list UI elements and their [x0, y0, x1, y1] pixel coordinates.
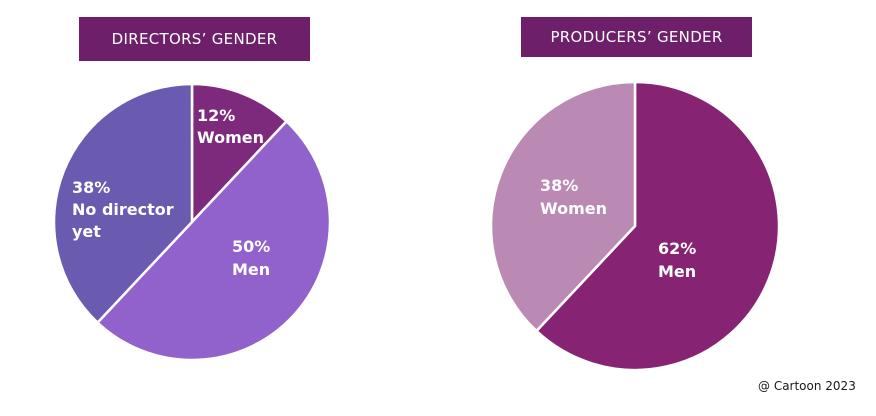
directors-slice-women: [190, 82, 288, 224]
directors-slice-no-director-yet: [52, 82, 194, 324]
directors-no-director-yet-category-label: yet: [72, 222, 101, 241]
directors-pie: 12% Women 50% Men 38% No director yet: [52, 82, 332, 362]
directors-women-category-label: Women: [197, 128, 264, 147]
directors-no-director-yet-percent-label: 38%: [72, 178, 110, 197]
directors-chart-title: DIRECTORS’ GENDER: [79, 17, 310, 61]
directors-no-director-yet-category-label: No director: [72, 200, 174, 219]
producers-chart-title: PRODUCERS’ GENDER: [521, 17, 752, 57]
producers-women-category-label: Women: [540, 199, 607, 218]
producers-slice-men: [535, 80, 781, 372]
directors-women-percent-label: 12%: [197, 106, 235, 125]
producers-men-percent-label: 62%: [658, 239, 696, 258]
producers-pie: 62% Men 38% Women: [489, 80, 781, 372]
producers-slice-women: [489, 80, 637, 333]
directors-men-percent-label: 50%: [232, 237, 270, 256]
producers-men-category-label: Men: [658, 262, 696, 281]
source-note: @ Cartoon 2023: [758, 379, 856, 393]
producers-women-percent-label: 38%: [540, 176, 578, 195]
directors-slice-men: [96, 120, 332, 362]
directors-men-category-label: Men: [232, 260, 270, 279]
